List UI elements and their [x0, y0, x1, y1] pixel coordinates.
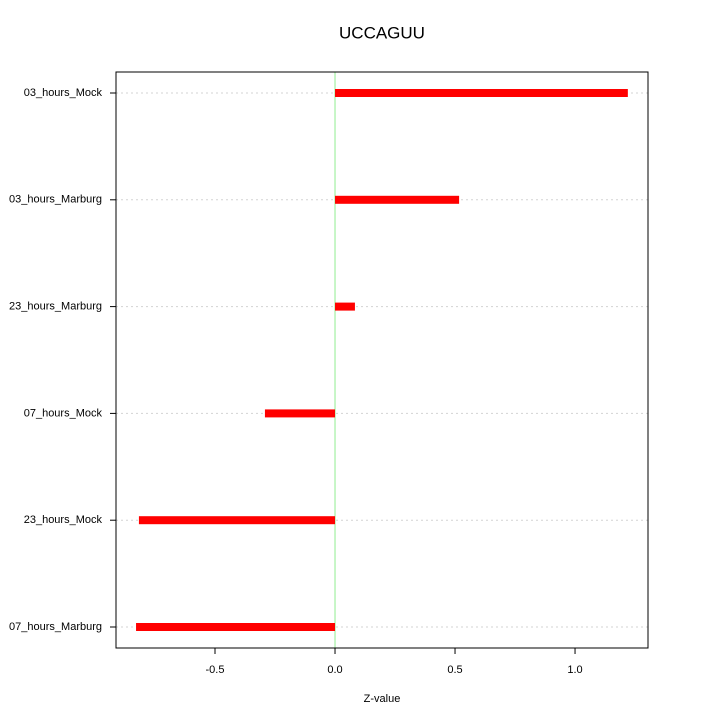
x-tick-label: 1.0: [567, 664, 582, 676]
y-tick-label: 07_hours_Mock: [24, 407, 103, 419]
y-tick-label: 07_hours_Marburg: [9, 621, 102, 633]
bar: [264, 409, 336, 418]
chart-title: UCCAGUU: [339, 23, 425, 42]
bar: [335, 195, 460, 204]
y-tick-label: 23_hours_Mock: [24, 514, 103, 526]
bar: [335, 89, 628, 97]
x-tick-label: 0.0: [327, 664, 342, 676]
plot-frame: [115, 71, 649, 649]
y-tick-label: 03_hours_Marburg: [9, 194, 102, 206]
x-tick-label: 0.5: [447, 664, 462, 676]
bar: [138, 516, 336, 525]
bar: [335, 302, 355, 311]
bar: [136, 623, 336, 631]
x-axis-label: Z-value: [364, 693, 401, 705]
x-tick-label: -0.5: [206, 664, 225, 676]
y-tick-label: 03_hours_Mock: [24, 87, 103, 99]
y-tick-label: 23_hours_Marburg: [9, 301, 102, 313]
